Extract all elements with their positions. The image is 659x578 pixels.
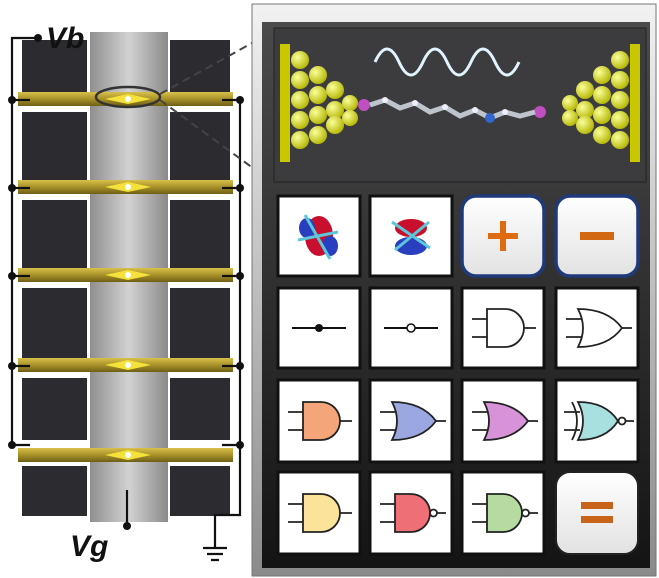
or-gate-tile [368, 378, 454, 464]
vg-label: Vg [70, 530, 108, 563]
and-gate-tile [460, 286, 546, 370]
nand-gate-tile [460, 470, 546, 556]
segment [18, 112, 233, 194]
xnor-gate-tile [554, 378, 640, 464]
minus-button [554, 194, 640, 278]
wire-hollow-tile [368, 286, 454, 370]
vb-label: Vb [46, 22, 84, 55]
segment [18, 378, 233, 516]
nand-gate-tile [368, 470, 454, 556]
segment [18, 40, 233, 106]
button-grid [276, 194, 640, 556]
segment [18, 200, 233, 282]
segment [18, 288, 233, 372]
circuit: Vb Vg [8, 22, 244, 563]
or-gate-tile [460, 378, 546, 464]
or-gate-tile [554, 286, 640, 370]
junction-image [273, 27, 647, 183]
orbital-tile [368, 194, 454, 278]
plus-button [460, 194, 546, 278]
and-gate-tile [276, 378, 362, 464]
equals-button [555, 471, 639, 555]
and-gate-tile [276, 470, 362, 556]
orbital-tile [276, 194, 362, 278]
wire-filled-tile [276, 286, 362, 370]
device-stack [18, 32, 233, 522]
zoom-ellipse [94, 85, 162, 109]
